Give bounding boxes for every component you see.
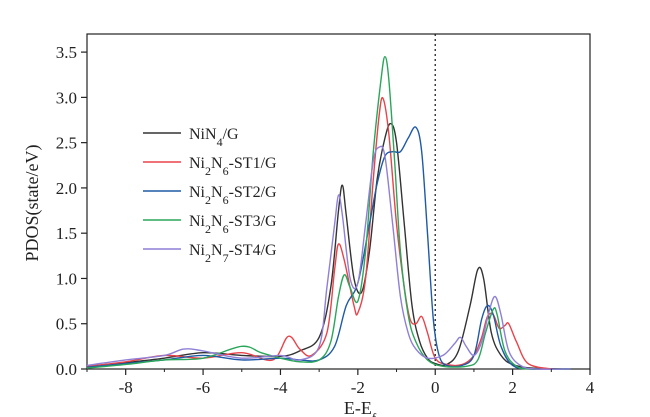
- legend: NiN4/G Ni2N6-ST1/G Ni2N6-ST2/G Ni2N6-ST3/G N…: [143, 126, 277, 265]
- y-tick-label: 0.0: [56, 360, 77, 379]
- y-tick-label: 3.0: [56, 88, 77, 107]
- plot-frame: [86, 33, 591, 370]
- series-line-5: [86, 145, 571, 370]
- y-tick-label: 1.5: [56, 224, 77, 243]
- series-line-3: [86, 126, 571, 370]
- series-lines: [86, 55, 571, 370]
- x-tick-label: -4: [273, 378, 288, 397]
- x-tick-label: -6: [196, 378, 210, 397]
- x-tick-label: -8: [119, 378, 133, 397]
- x-axis-label-subscript: f: [372, 410, 377, 417]
- legend-label-3: Ni2N6-ST2/G: [189, 184, 277, 207]
- y-tick-label: 2.0: [56, 179, 77, 198]
- plot-border: [86, 33, 591, 370]
- y-tick-label: 1.0: [56, 269, 77, 288]
- x-axis: -8 -6 -4 -2 0 2 4: [86, 369, 595, 397]
- series-line-2: [86, 96, 552, 370]
- x-axis-label-main: E-E: [344, 398, 372, 417]
- x-tick-label: 4: [586, 378, 595, 397]
- y-axis-label: PDOS(state/eV): [22, 145, 43, 262]
- x-tick-label: -2: [351, 378, 365, 397]
- x-tick-label: 2: [508, 378, 517, 397]
- legend-label-4: Ni2N6-ST3/G: [189, 213, 277, 236]
- legend-label-5: Ni2N7-ST4/G: [189, 242, 277, 265]
- y-tick-label: 3.5: [56, 43, 77, 62]
- x-axis-label: E-Ef: [344, 398, 377, 417]
- series-line-1: [86, 122, 571, 370]
- y-tick-label: 2.5: [56, 134, 77, 153]
- legend-label-2: Ni2N6-ST1/G: [189, 155, 277, 178]
- legend-label-1: NiN4/G: [189, 126, 239, 149]
- y-tick-label: 0.5: [56, 315, 77, 334]
- y-axis: 0.0 0.5 1.0 1.5 2.0 2.5 3.0 3.5: [56, 43, 87, 379]
- x-tick-label: 0: [431, 378, 440, 397]
